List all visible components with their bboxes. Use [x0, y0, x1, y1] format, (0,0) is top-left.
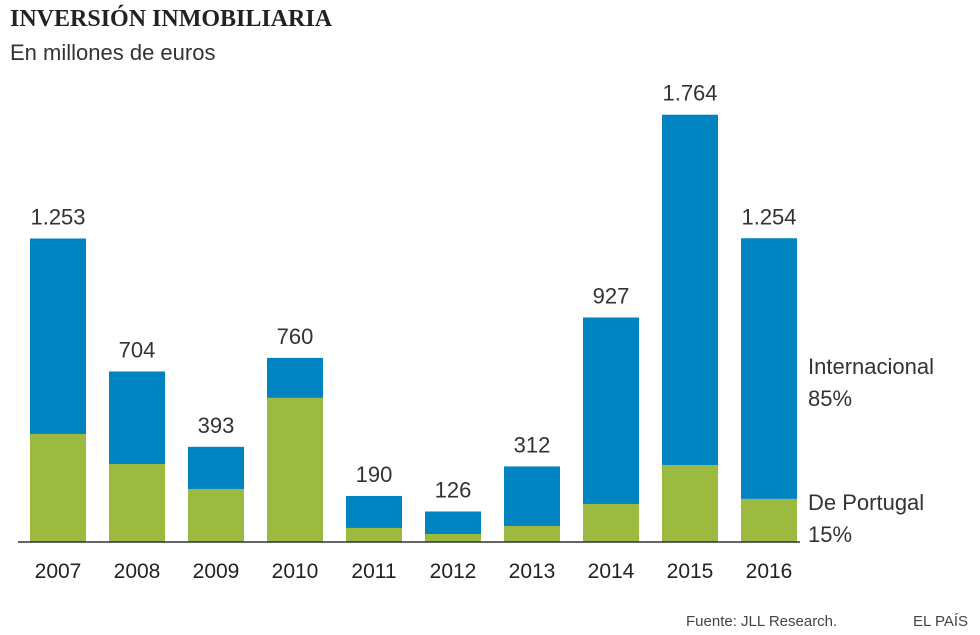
bar-segment	[109, 464, 165, 542]
bar-segment	[188, 488, 244, 542]
x-tick-label: 2014	[588, 560, 635, 583]
x-tick-label: 2008	[114, 560, 161, 583]
brand: EL PAÍS	[913, 613, 968, 630]
bar-segment	[583, 317, 639, 504]
bar-segment	[346, 527, 402, 542]
bar-segment	[188, 446, 244, 489]
bar-segment	[425, 511, 481, 535]
legend-share: 85%	[808, 386, 852, 411]
chart-subtitle: En millones de euros	[10, 40, 215, 65]
bar-segment	[267, 357, 323, 398]
value-label: 760	[277, 324, 314, 349]
bar-segment	[662, 114, 718, 465]
value-label: 1.764	[662, 81, 717, 106]
legend-share: 15%	[808, 522, 852, 547]
x-tick-label: 2013	[509, 560, 556, 583]
x-tick-label: 2011	[351, 560, 396, 583]
source: Fuente: JLL Research.	[686, 613, 837, 630]
value-label: 312	[514, 432, 551, 457]
value-label: 190	[356, 462, 393, 487]
bar-segment	[267, 397, 323, 542]
bar-segment	[504, 526, 560, 542]
legend-label: De Portugal	[808, 490, 924, 515]
x-tick-label: 2007	[35, 560, 82, 583]
bar-segment	[346, 495, 402, 528]
bar-segment	[741, 238, 797, 499]
x-tick-label: 2015	[667, 560, 714, 583]
chart-title: INVERSIÓN INMOBILIARIA	[10, 5, 333, 32]
x-tick-label: 2009	[193, 560, 240, 583]
x-tick-label: 2012	[430, 560, 477, 583]
bar-segment	[583, 503, 639, 542]
x-tick-label: 2016	[746, 560, 793, 583]
value-label: 927	[593, 283, 630, 308]
bar-segment	[30, 238, 86, 434]
value-label: 126	[435, 477, 472, 502]
value-label: 1.253	[30, 204, 85, 229]
legend-label: Internacional	[808, 354, 934, 379]
value-label: 1.254	[741, 204, 796, 229]
x-tick-label: 2010	[272, 560, 319, 583]
bar-segment	[504, 466, 560, 527]
bar-segment	[662, 464, 718, 542]
value-label: 393	[198, 413, 235, 438]
bar-segment	[109, 371, 165, 465]
bar-segment	[30, 433, 86, 542]
bar-segment	[741, 498, 797, 542]
value-label: 704	[119, 337, 156, 362]
bar-segment	[425, 534, 481, 542]
